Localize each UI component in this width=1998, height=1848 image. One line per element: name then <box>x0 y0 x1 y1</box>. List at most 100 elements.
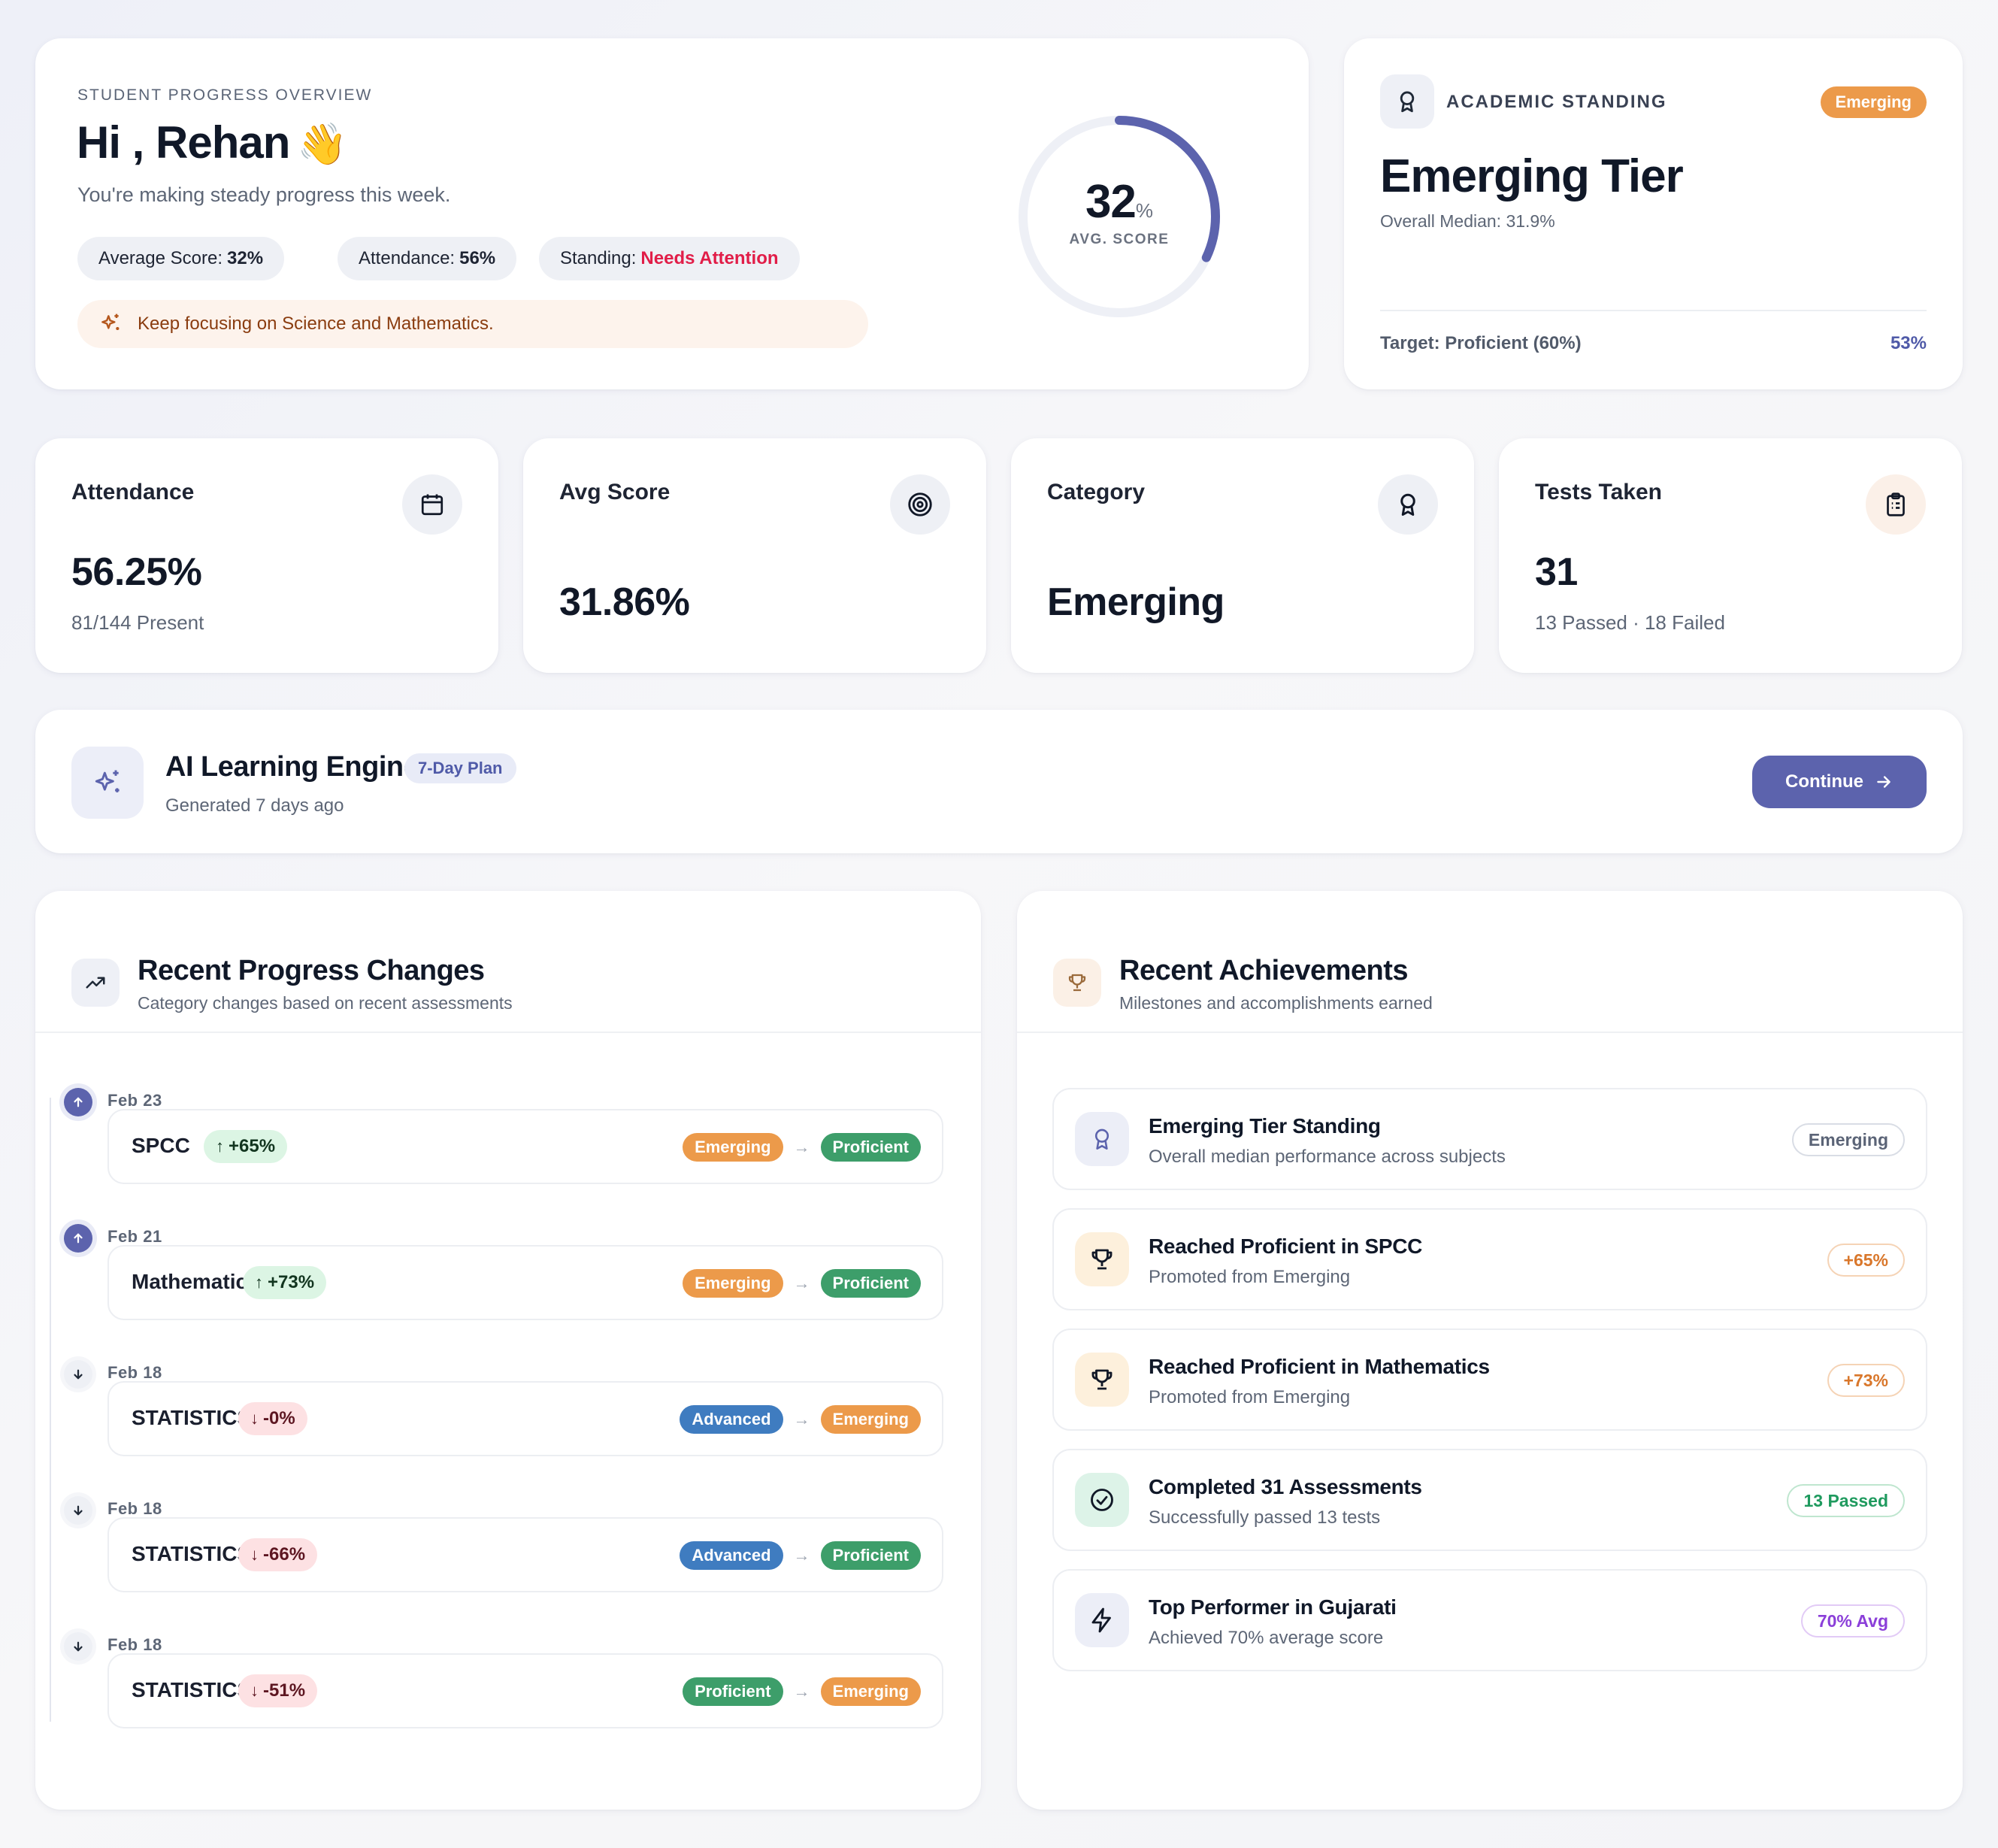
standing-pill: Standing: Needs Attention <box>539 237 800 280</box>
achievement-item[interactable]: Emerging Tier Standing Overall median per… <box>1052 1088 1927 1190</box>
trending-up-icon <box>71 959 120 1007</box>
sparkles-icon <box>101 314 120 330</box>
arrow-right-icon <box>1877 776 1891 788</box>
timeline-item: Feb 18 STATISTICS ↓ -51% Proficient → Emerging <box>35 1632 981 1760</box>
change-value: -66% <box>263 1544 306 1565</box>
continue-button[interactable]: Continue <box>1752 756 1927 808</box>
to-category: Proficient <box>820 1541 921 1570</box>
subject-name: STATISTICS <box>132 1542 252 1565</box>
category-transition: Emerging → Proficient <box>683 1269 921 1298</box>
change-value: -51% <box>263 1680 306 1701</box>
continue-label: Continue <box>1785 771 1863 792</box>
greeting-heading: Hi , Rehan 👋 <box>77 117 348 168</box>
progress-change-row[interactable]: STATISTICS ↓ -0% Advanced → Emerging <box>107 1381 943 1456</box>
timeline-item: Feb 21 Mathematics ↑ +73% Emerging → Proficien… <box>35 1224 981 1352</box>
sparkles-icon <box>71 747 144 819</box>
overview-overline: STUDENT PROGRESS OVERVIEW <box>77 86 373 104</box>
award-icon <box>1378 474 1438 535</box>
progress-title: Recent Progress Changes <box>138 955 485 986</box>
arrow-down-icon: ↓ <box>250 1681 259 1700</box>
pill-label: Standing: <box>560 248 637 268</box>
avg-score-ring <box>1019 116 1220 317</box>
achievement-subtitle: Promoted from Emerging <box>1149 1387 1351 1407</box>
attendance-pill: Attendance: 56% <box>338 237 517 280</box>
progress-subtitle: Category changes based on recent assessm… <box>138 993 513 1013</box>
change-badge: ↑ +65% <box>204 1130 288 1163</box>
focus-tip: Keep focusing on Science and Mathematics… <box>77 300 868 348</box>
timeline-date: Feb 23 <box>107 1091 162 1110</box>
change-value: +73% <box>268 1272 315 1292</box>
progress-change-row[interactable]: STATISTICS ↓ -66% Advanced → Proficient <box>107 1517 943 1592</box>
category-transition: Advanced → Emerging <box>680 1405 921 1434</box>
arrow-down-icon <box>64 1632 92 1661</box>
achievement-item[interactable]: Reached Proficient in SPCC Promoted from … <box>1052 1208 1927 1310</box>
timeline-item: Feb 18 STATISTICS ↓ -66% Advanced → Proficient <box>35 1496 981 1624</box>
tier-heading: Emerging Tier <box>1380 150 1684 202</box>
achievement-item[interactable]: Top Performer in Gujarati Achieved 70% av… <box>1052 1569 1927 1671</box>
achievement-subtitle: Achieved 70% average score <box>1149 1628 1384 1648</box>
achievements-subtitle: Milestones and accomplishments earned <box>1119 993 1433 1013</box>
change-value: -0% <box>263 1408 295 1428</box>
subject-name: Mathematics <box>132 1270 259 1293</box>
trophy-icon <box>1075 1353 1129 1407</box>
standing-label: ACADEMIC STANDING <box>1446 92 1667 112</box>
achievement-badge: 13 Passed <box>1787 1484 1905 1517</box>
stat-title: Attendance <box>71 480 195 504</box>
plan-badge: 7-Day Plan <box>404 753 516 783</box>
stat-title: Category <box>1047 480 1146 504</box>
achievement-badge: +65% <box>1827 1244 1905 1277</box>
achievement-item[interactable]: Completed 31 Assessments Successfully pas… <box>1052 1449 1927 1551</box>
avg-score-value: 32% AVG. SCORE <box>1014 175 1225 248</box>
arrow-right-icon: → <box>793 1546 810 1565</box>
greeting-text: Hi , Rehan <box>77 117 290 168</box>
academic-standing-card: ACADEMIC STANDING Emerging Emerging Tier… <box>1344 38 1963 389</box>
calendar-icon <box>402 474 462 535</box>
change-value: +65% <box>229 1136 276 1156</box>
arrow-down-icon <box>64 1360 92 1389</box>
arrow-up-icon <box>64 1224 92 1253</box>
divider <box>35 1032 981 1033</box>
achievement-title: Reached Proficient in Mathematics <box>1149 1355 1490 1378</box>
generated-time: Generated 7 days ago <box>165 795 344 816</box>
arrow-right-icon: → <box>793 1274 810 1292</box>
change-badge: ↑ +73% <box>243 1266 327 1299</box>
target-label: Target: Proficient (60%) <box>1380 333 1582 353</box>
target-value: 53% <box>1890 333 1927 353</box>
achievement-item[interactable]: Reached Proficient in Mathematics Promote… <box>1052 1328 1927 1431</box>
ring-unit: % <box>1135 199 1154 222</box>
pill-value: Needs Attention <box>640 248 779 268</box>
to-category: Proficient <box>820 1269 921 1298</box>
stat-value: Emerging <box>1047 580 1225 624</box>
divider <box>1017 1032 1963 1033</box>
stat-title: Avg Score <box>559 480 671 504</box>
progress-change-row[interactable]: STATISTICS ↓ -51% Proficient → Emerging <box>107 1653 943 1728</box>
progress-subtitle: You're making steady progress this week. <box>77 183 451 206</box>
to-category: Proficient <box>820 1133 921 1162</box>
from-category: Emerging <box>683 1133 783 1162</box>
achievement-badge: +73% <box>1827 1364 1905 1397</box>
pill-label: Attendance: <box>359 248 456 268</box>
target-icon <box>890 474 950 535</box>
achievement-title: Reached Proficient in SPCC <box>1149 1235 1423 1258</box>
timeline-date: Feb 21 <box>107 1227 162 1246</box>
change-badge: ↓ -66% <box>238 1538 318 1571</box>
from-category: Advanced <box>680 1405 783 1434</box>
stat-sub: 13 Passed · 18 Failed <box>1535 611 1725 634</box>
stat-value: 31.86% <box>559 580 690 624</box>
category-transition: Advanced → Proficient <box>680 1541 921 1570</box>
progress-change-row[interactable]: Mathematics ↑ +73% Emerging → Proficient <box>107 1245 943 1320</box>
avg-score-stat-card: Avg Score 31.86% <box>523 438 986 673</box>
achievement-title: Completed 31 Assessments <box>1149 1475 1422 1498</box>
category-stat-card: Category Emerging <box>1011 438 1474 673</box>
arrow-down-icon: ↓ <box>250 1545 259 1564</box>
achievement-subtitle: Successfully passed 13 tests <box>1149 1507 1381 1528</box>
average-score-pill: Average Score: 32% <box>77 237 285 280</box>
achievement-badge: 70% Avg <box>1800 1604 1905 1637</box>
clipboard-icon <box>1866 474 1926 535</box>
achievement-title: Emerging Tier Standing <box>1149 1114 1381 1138</box>
progress-change-row[interactable]: SPCC ↑ +65% Emerging → Proficient <box>107 1109 943 1184</box>
overview-card: STUDENT PROGRESS OVERVIEW Hi , Rehan 👋 Yo… <box>35 38 1309 389</box>
achievement-title: Top Performer in Gujarati <box>1149 1595 1397 1619</box>
change-badge: ↓ -51% <box>238 1674 318 1707</box>
achievements-title: Recent Achievements <box>1119 955 1409 986</box>
